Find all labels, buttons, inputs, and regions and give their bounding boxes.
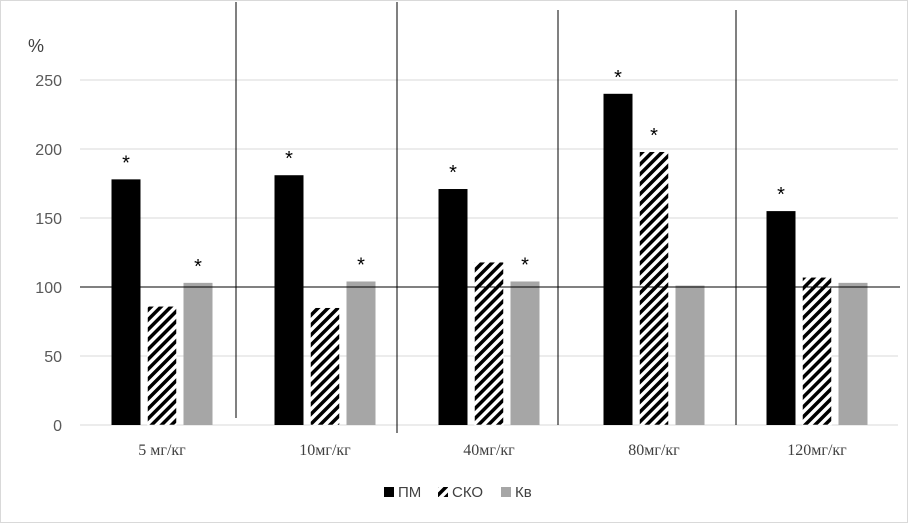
y-tick-label: 250	[35, 73, 62, 90]
bar-ПМ-3	[603, 93, 633, 426]
bar-СКО-3	[639, 151, 669, 426]
legend-label-ПМ: ПМ	[398, 484, 421, 501]
legend-swatch-СКО	[438, 487, 448, 497]
bar-Кв-0	[183, 282, 213, 425]
significance-marker: *	[614, 67, 622, 89]
legend-label-Кв: Кв	[515, 484, 532, 501]
legend-label-СКО: СКО	[452, 484, 483, 501]
bar-СКО-1	[310, 307, 340, 426]
x-category-label: 10мг/кг	[299, 442, 351, 459]
significance-marker: *	[357, 254, 365, 276]
bar-Кв-1	[346, 281, 376, 425]
y-axis-unit-label: %	[28, 36, 44, 56]
bar-ПМ-1	[274, 175, 304, 425]
legend: ПМ СКО Кв	[384, 484, 532, 501]
category-separators	[235, 2, 737, 433]
significance-marker: *	[650, 125, 658, 147]
bar-Кв-3	[675, 285, 705, 425]
bar-СКО-0	[147, 306, 177, 426]
significance-marker: *	[449, 162, 457, 184]
y-tick-label: 150	[35, 211, 62, 228]
bar-Кв-4	[838, 282, 868, 425]
legend-swatch-ПМ	[384, 487, 394, 497]
x-category-label: 40мг/кг	[463, 442, 515, 459]
significance-marker: *	[777, 184, 785, 206]
bar-СКО-4	[802, 277, 832, 426]
significance-marker: *	[521, 254, 529, 276]
x-category-label: 5 мг/кг	[138, 442, 186, 459]
x-category-label: 120мг/кг	[787, 442, 847, 459]
significance-marker: *	[285, 148, 293, 170]
y-tick-label: 200	[35, 142, 62, 159]
labels: 0 50 100 150 200 250 * * 5 мг/кг * * 10мг/кг * * 40мг/…	[35, 67, 847, 459]
bar-Кв-2	[510, 281, 540, 425]
significance-marker: *	[122, 152, 130, 174]
bar-ПМ-4	[766, 211, 796, 425]
bars	[80, 93, 900, 426]
significance-marker: *	[194, 256, 202, 278]
bar-СКО-2	[474, 261, 504, 426]
bar-ПМ-2	[438, 189, 468, 425]
y-tick-label: 50	[44, 349, 62, 366]
bar-ПМ-0	[111, 179, 141, 425]
y-tick-label: 0	[53, 418, 62, 435]
x-category-label: 80мг/кг	[628, 442, 680, 459]
y-tick-label: 100	[35, 280, 62, 297]
legend-swatch-Кв	[501, 487, 511, 497]
